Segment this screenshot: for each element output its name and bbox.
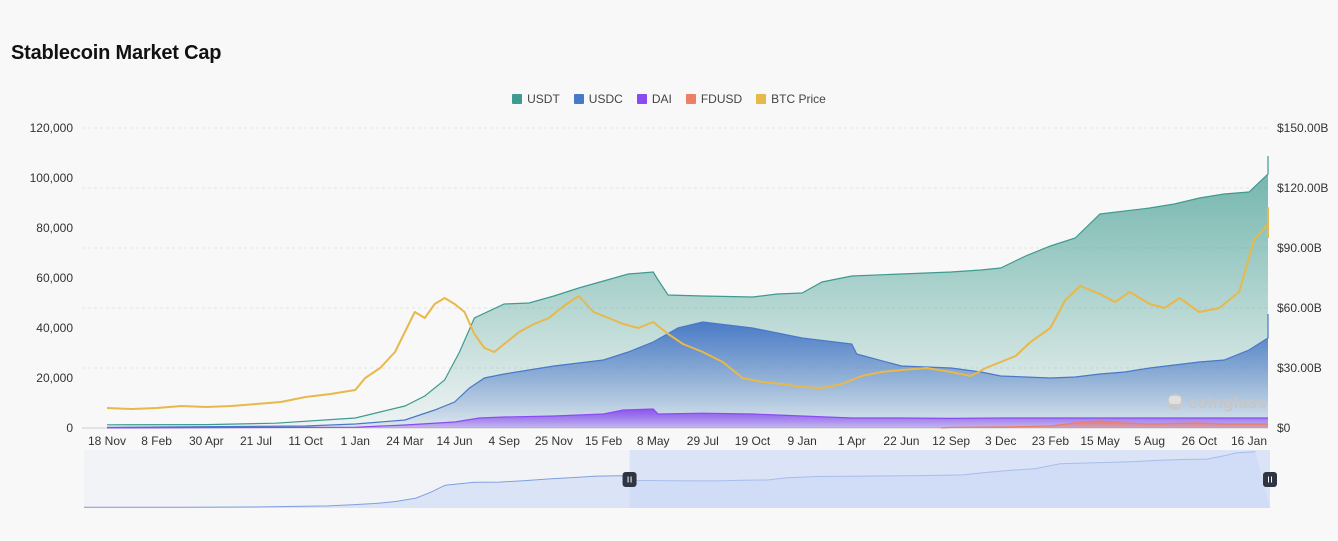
navigator-handle-right[interactable]	[1263, 472, 1277, 487]
x-tick-label: 26 Oct	[1182, 434, 1218, 448]
legend-label: FDUSD	[700, 92, 743, 106]
legend-label: USDT	[527, 92, 560, 106]
y-left-tick-label: 0	[66, 421, 73, 435]
y-left-tick-label: 40,000	[36, 321, 73, 335]
x-tick-label: 8 Feb	[141, 434, 172, 448]
x-tick-label: 29 Jul	[687, 434, 719, 448]
series-area-fdusd	[941, 421, 1268, 428]
x-tick-label: 23 Feb	[1032, 434, 1070, 448]
x-tick-label: 5 Aug	[1134, 434, 1165, 448]
series-area-usdt	[107, 156, 1268, 428]
x-tick-label: 30 Apr	[189, 434, 224, 448]
chart-legend: USDT USDC DAI FDUSD BTC Price	[0, 92, 1338, 106]
y-right-tick-label: $60.00B	[1277, 301, 1322, 315]
legend-swatch	[756, 94, 767, 104]
x-tick-label: 3 Dec	[985, 434, 1016, 448]
legend-swatch	[636, 94, 647, 104]
legend-swatch	[685, 94, 696, 104]
x-tick-label: 16 Jan	[1231, 434, 1267, 448]
x-tick-label: 19 Oct	[735, 434, 771, 448]
series-edge-dai	[106, 408, 1268, 429]
y-right-tick-label: $120.00B	[1277, 181, 1328, 195]
x-tick-label: 21 Jul	[240, 434, 272, 448]
chart-title: Stablecoin Market Cap	[11, 42, 222, 64]
legend-item-dai[interactable]: DAI	[636, 92, 672, 106]
legend-label: USDC	[588, 92, 623, 106]
series-edge-usdc	[106, 314, 1269, 428]
x-tick-label: 4 Sep	[489, 434, 521, 448]
x-tick-label: 1 Jan	[341, 434, 370, 448]
navigator-handle-left[interactable]	[622, 472, 637, 487]
x-tick-label: 15 Feb	[585, 434, 623, 448]
range-navigator[interactable]	[84, 450, 1277, 508]
x-tick-label: 1 Apr	[838, 434, 866, 448]
legend-item-usdc[interactable]: USDC	[573, 92, 623, 106]
y-left-tick-label: 100,000	[30, 171, 74, 185]
legend-item-fdusd[interactable]: FDUSD	[685, 92, 743, 106]
y-left-tick-label: 20,000	[36, 371, 73, 385]
x-tick-label: 24 Mar	[386, 434, 423, 448]
series-edge-fdusd	[941, 420, 1268, 429]
x-tick-label: 18 Nov	[88, 434, 126, 448]
y-right-tick-label: $0	[1277, 421, 1291, 435]
y-left-tick-label: 80,000	[36, 221, 73, 235]
svg-text:coinglass: coinglass	[1188, 393, 1266, 412]
y-right-tick-label: $90.00B	[1277, 241, 1322, 255]
legend-label: DAI	[651, 92, 672, 106]
x-tick-label: 22 Jun	[883, 434, 919, 448]
coinglass-watermark: coinglass	[1167, 393, 1266, 412]
x-tick-label: 9 Jan	[787, 434, 816, 448]
legend-item-usdt[interactable]: USDT	[512, 92, 560, 106]
series-edge-usdt	[106, 156, 1269, 426]
x-tick-label: 11 Oct	[288, 434, 323, 448]
legend-label: BTC Price	[771, 92, 826, 106]
series-area-usdc	[107, 314, 1268, 428]
navigator-selection[interactable]	[629, 450, 1270, 508]
legend-item-btc-price[interactable]: BTC Price	[756, 92, 826, 106]
y-right-tick-label: $150.00B	[1277, 121, 1328, 135]
legend-swatch	[512, 94, 523, 104]
y-left-tick-label: 60,000	[36, 271, 73, 285]
series-line-btc-price	[106, 207, 1269, 410]
x-tick-label: 25 Nov	[535, 434, 573, 448]
x-tick-label: 12 Sep	[932, 434, 970, 448]
y-left-tick-label: 120,000	[30, 121, 74, 135]
y-right-tick-label: $30.00B	[1277, 361, 1322, 375]
series-area-dai	[107, 409, 1268, 428]
x-tick-label: 8 May	[637, 434, 670, 448]
legend-swatch	[573, 94, 584, 104]
x-tick-label: 15 May	[1080, 434, 1119, 448]
x-tick-label: 14 Jun	[437, 434, 473, 448]
